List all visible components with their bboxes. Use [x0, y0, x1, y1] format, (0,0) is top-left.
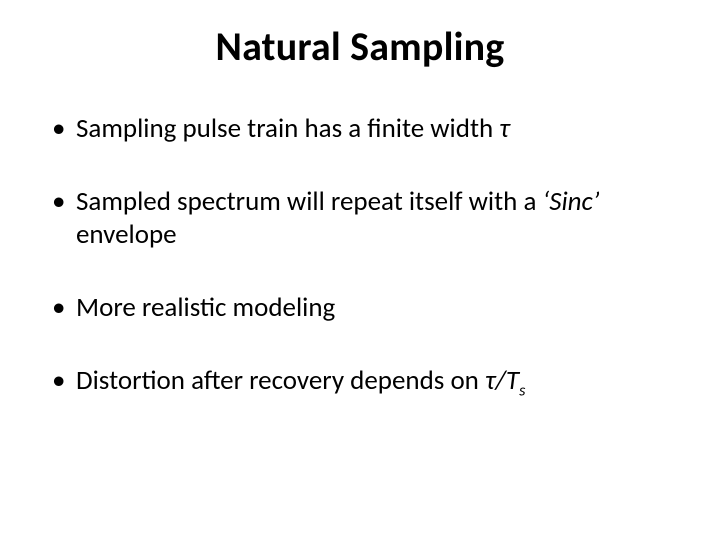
bullet-italic: τ/T: [485, 364, 519, 397]
bullet-text: envelope: [76, 218, 177, 251]
list-item: Sampled spectrum will repeat itself with…: [48, 186, 672, 252]
bullet-list: Sampling pulse train has a finite width …: [48, 113, 672, 401]
slide-title: Natural Sampling: [48, 22, 672, 71]
bullet-italic: ‘Sinc’: [543, 185, 600, 218]
bullet-subscript: s: [519, 381, 525, 400]
list-item: More realistic modeling: [48, 292, 672, 325]
bullet-italic: τ: [499, 112, 509, 145]
bullet-text: Sampling pulse train has a finite width: [76, 112, 499, 145]
slide: Natural Sampling Sampling pulse train ha…: [0, 0, 720, 540]
bullet-text: More realistic modeling: [76, 291, 335, 324]
bullet-text: Distortion after recovery depends on: [76, 364, 485, 397]
bullet-text: Sampled spectrum will repeat itself with…: [76, 185, 543, 218]
list-item: Distortion after recovery depends on τ/T…: [48, 365, 672, 401]
list-item: Sampling pulse train has a finite width …: [48, 113, 672, 146]
